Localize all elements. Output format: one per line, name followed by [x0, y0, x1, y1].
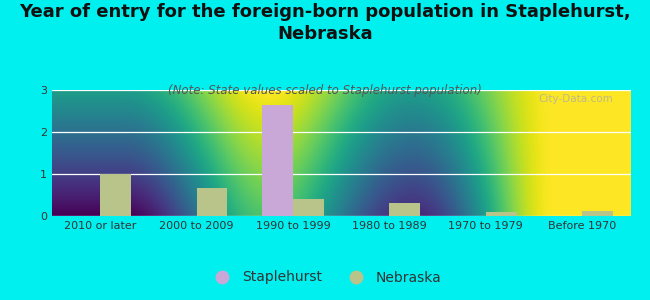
Text: Year of entry for the foreign-born population in Staplehurst,
Nebraska: Year of entry for the foreign-born popul… — [20, 3, 630, 43]
Text: City-Data.com: City-Data.com — [538, 94, 613, 104]
Legend: Staplehurst, Nebraska: Staplehurst, Nebraska — [203, 265, 447, 290]
Bar — [486, 212, 517, 216]
Bar — [389, 203, 421, 216]
Bar — [582, 211, 613, 216]
Text: (Note: State values scaled to Staplehurst population): (Note: State values scaled to Staplehurs… — [168, 84, 482, 97]
Bar — [262, 105, 293, 216]
Bar — [293, 199, 324, 216]
Bar — [100, 174, 131, 216]
Bar — [196, 188, 227, 216]
